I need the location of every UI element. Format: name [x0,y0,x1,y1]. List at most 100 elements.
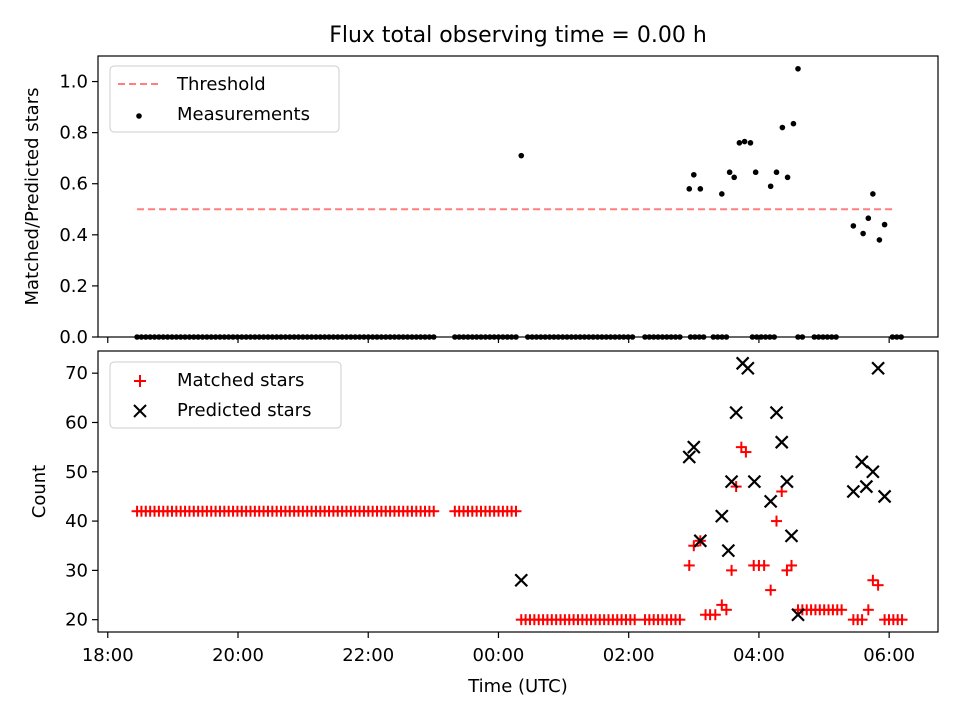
measurement-point [865,215,872,222]
predicted-star-point [780,474,794,489]
measurement-point [518,152,525,159]
predicted-star-point [784,529,799,543]
matched-star-point [688,540,700,552]
count-y-tick-label: 50 [65,462,88,483]
measurement-point [850,223,857,229]
count-y-tick-label: 70 [65,363,88,384]
count-y-axis: 20 30 40 50 60 70 [65,363,98,631]
ratio-y-tick-label: 1.0 [59,72,88,93]
x-axis-label: Time (UTC) [467,676,568,697]
measurement-point [870,191,876,197]
count-x-axis: 18:00 20:00 22:00 00:00 02:00 04:00 06:00 [82,632,915,666]
matched-star-point [674,614,686,626]
predicted-star-point [866,465,880,479]
measurement-point [747,140,754,146]
count-legend: Matched stars Predicted stars [109,361,342,429]
legend-predicted-swatch [133,404,147,418]
predicted-star-point [871,361,885,376]
measurement-point [686,186,693,192]
matched-star-point [629,614,641,626]
measurement-point [741,138,748,145]
ratio-legend-box [109,65,340,133]
count-y-tick-label: 40 [65,511,88,532]
ratio-panel: 0.0 0.2 0.4 0.6 0.8 1.0 Matched/Predicted sta… [22,55,939,348]
matched-star-point [836,604,848,616]
predicted-star-point [514,573,529,588]
x-tick-label: 20:00 [212,645,264,666]
count-plot-frame [97,350,939,633]
predicted-star-point [682,450,697,464]
matched-star-point [771,515,783,527]
matched-star-point [510,505,522,517]
matched-star-point [758,559,770,571]
legend-measurements-label: Measurements [177,104,310,125]
legend-threshold-label: Threshold [176,74,266,95]
measurement-point [767,183,774,190]
measurement-point [860,230,866,237]
predicted-star-point [715,509,729,523]
legend-measurements-swatch [136,113,142,119]
count-y-tick-label: 20 [65,610,88,631]
ratio-plot-frame [97,55,939,338]
x-tick-label: 06:00 [863,645,915,666]
ratio-y-axis-label: Matched/Predicted stars [22,88,43,306]
ratio-y-tick-label: 0.4 [59,225,88,246]
predicted-star-point [877,489,892,504]
matched-star-point [428,505,440,517]
matched-star-point [785,559,797,571]
ratio-legend: Threshold Measurements [109,65,340,133]
measurement-point [691,171,697,178]
measurement-point [784,174,791,181]
count-y-tick-label: 60 [65,412,88,433]
matched-star-point [856,614,868,626]
ratio-y-tick-label: 0.2 [59,276,88,297]
ratio-y-axis: 0.0 0.2 0.4 0.6 0.8 1.0 [59,72,98,348]
ratio-y-tick-label: 0.6 [59,174,88,195]
legend-matched-swatch [134,375,146,387]
x-tick-label: 18:00 [82,645,134,666]
ratio-x-axis [107,337,890,343]
legend-matched-label: Matched stars [177,370,304,391]
ratio-y-tick-label: 0.0 [59,327,88,348]
matched-star-point [896,614,908,626]
measurement-point [876,237,883,243]
predicted-star-point [763,494,778,509]
predicted-star-point [724,474,739,489]
predicted-star-point [791,607,805,622]
x-tick-label: 02:00 [603,645,655,666]
matched-star-point [862,604,874,616]
measurement-point [773,169,780,176]
measurement-point [731,174,737,181]
predicted-star-point [855,455,869,469]
x-tick-label: 00:00 [473,645,525,666]
matched-star-point [720,604,732,616]
matched-stars-points [131,441,908,626]
matched-star-point [709,609,721,621]
matched-star-point [872,579,884,591]
matched-star-point [683,559,695,571]
measurement-point [697,186,704,192]
count-legend-box [109,361,342,429]
predicted-star-point [721,543,736,558]
matched-star-point [867,574,879,586]
x-tick-label: 04:00 [733,645,785,666]
predicted-star-point [747,474,762,489]
measurement-point [726,169,733,176]
measurement-point [881,221,888,228]
predicted-stars-points [514,356,892,622]
predicted-star-point [741,361,755,376]
predicted-star-point [729,405,743,420]
measurement-point [795,65,801,72]
predicted-star-point [687,440,701,454]
predicted-star-point [769,405,784,420]
legend-predicted-label: Predicted stars [177,400,311,421]
matched-star-point [765,584,777,596]
measurement-point [719,191,725,197]
x-tick-label: 22:00 [342,645,394,666]
predicted-star-point [774,435,789,449]
count-panel: 20 30 40 50 60 70 18:00 20:00 22:00 00:00 02:00 04… [29,350,939,697]
measurement-point [736,140,743,146]
measurement-point [752,169,759,176]
count-y-axis-label: Count [29,465,50,518]
